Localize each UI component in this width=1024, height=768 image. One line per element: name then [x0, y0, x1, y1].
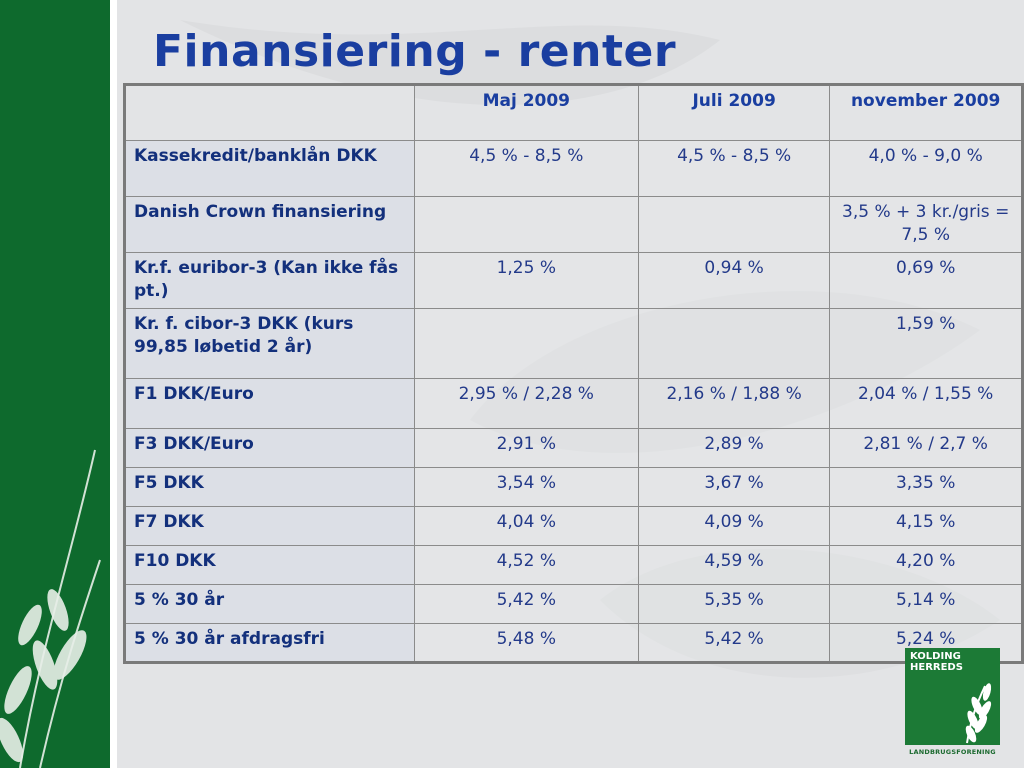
sidebar-white-stripe: [110, 0, 117, 768]
cell-value: 1,59 %: [829, 308, 1023, 379]
cell-value: 4,09 %: [637, 506, 831, 546]
logo-line-herreds: HERREDS: [910, 662, 963, 673]
cell-value: 4,5 % - 8,5 %: [413, 140, 639, 197]
cell-value: [413, 308, 639, 379]
cell-value: 5,48 %: [413, 623, 639, 663]
logo-green-box: KOLDING HERREDS: [905, 648, 1000, 745]
header-maj-2009: Maj 2009: [413, 84, 639, 141]
cell-value: 1,25 %: [413, 252, 639, 309]
cell-value: 4,59 %: [637, 545, 831, 585]
table-row: F7 DKK 4,04 % 4,09 % 4,15 %: [124, 506, 1023, 546]
page-title: Finansiering - renter: [153, 26, 677, 77]
row-label: F10 DKK: [124, 545, 415, 585]
row-label: Danish Crown finansiering: [124, 196, 415, 253]
table-header-row: Maj 2009 Juli 2009 november 2009: [124, 84, 1023, 141]
table-row: Kassekredit/banklån DKK 4,5 % - 8,5 % 4,…: [124, 140, 1023, 197]
cell-value: 2,04 % / 1,55 %: [829, 378, 1023, 429]
wheat-icon: [965, 683, 992, 744]
header-november-2009: november 2009: [829, 84, 1023, 141]
cell-value: 2,91 %: [413, 428, 639, 468]
cell-value: 2,81 % / 2,7 %: [829, 428, 1023, 468]
row-label: 5 % 30 år: [124, 584, 415, 624]
row-label: Kassekredit/banklån DKK: [124, 140, 415, 197]
cell-value: 4,15 %: [829, 506, 1023, 546]
cell-value: 4,5 % - 8,5 %: [637, 140, 831, 197]
header-juli-2009: Juli 2009: [637, 84, 831, 141]
cell-value: [637, 308, 831, 379]
cell-value: 5,14 %: [829, 584, 1023, 624]
row-label: 5 % 30 år afdragsfri: [124, 623, 415, 663]
cell-value: 3,5 % + 3 kr./gris = 7,5 %: [829, 196, 1023, 253]
cell-value: 3,35 %: [829, 467, 1023, 507]
logo-text-top: KOLDING HERREDS: [910, 651, 963, 673]
table-row: Danish Crown finansiering 3,5 % + 3 kr./…: [124, 196, 1023, 253]
table-row: Kr. f. cibor-3 DKK (kurs 99,85 løbetid 2…: [124, 308, 1023, 379]
table-row: F10 DKK 4,52 % 4,59 % 4,20 %: [124, 545, 1023, 585]
row-label: Kr.f. euribor-3 (Kan ikke fås pt.): [124, 252, 415, 309]
cell-value: 5,42 %: [637, 623, 831, 663]
interest-rates-table: Maj 2009 Juli 2009 november 2009 Kassekr…: [123, 83, 1024, 664]
table-row: F3 DKK/Euro 2,91 % 2,89 % 2,81 % / 2,7 %: [124, 428, 1023, 468]
cell-value: 4,52 %: [413, 545, 639, 585]
cell-value: [413, 196, 639, 253]
header-empty-cell: [124, 84, 415, 141]
cell-value: 3,54 %: [413, 467, 639, 507]
cell-value: [637, 196, 831, 253]
cell-value: 2,16 % / 1,88 %: [637, 378, 831, 429]
row-label: F3 DKK/Euro: [124, 428, 415, 468]
cell-value: 5,35 %: [637, 584, 831, 624]
table-row: 5 % 30 år afdragsfri 5,48 % 5,42 % 5,24 …: [124, 623, 1023, 663]
cell-value: 0,94 %: [637, 252, 831, 309]
kolding-herreds-logo: KOLDING HERREDS LANDBRUGSFORENING: [905, 648, 1000, 758]
cell-value: 2,95 % / 2,28 %: [413, 378, 639, 429]
row-label: F5 DKK: [124, 467, 415, 507]
cell-value: 0,69 %: [829, 252, 1023, 309]
table-row: F5 DKK 3,54 % 3,67 % 3,35 %: [124, 467, 1023, 507]
cell-value: 4,20 %: [829, 545, 1023, 585]
row-label: F7 DKK: [124, 506, 415, 546]
table-row: F1 DKK/Euro 2,95 % / 2,28 % 2,16 % / 1,8…: [124, 378, 1023, 429]
row-label: F1 DKK/Euro: [124, 378, 415, 429]
cell-value: 4,04 %: [413, 506, 639, 546]
cell-value: 4,0 % - 9,0 %: [829, 140, 1023, 197]
cell-value: 3,67 %: [637, 467, 831, 507]
cell-value: 2,89 %: [637, 428, 831, 468]
row-label: Kr. f. cibor-3 DKK (kurs 99,85 løbetid 2…: [124, 308, 415, 379]
table-row: 5 % 30 år 5,42 % 5,35 % 5,14 %: [124, 584, 1023, 624]
logo-text-bottom: LANDBRUGSFORENING: [909, 748, 996, 756]
logo-line-kolding: KOLDING: [910, 651, 961, 662]
cell-value: 5,42 %: [413, 584, 639, 624]
table-row: Kr.f. euribor-3 (Kan ikke fås pt.) 1,25 …: [124, 252, 1023, 309]
